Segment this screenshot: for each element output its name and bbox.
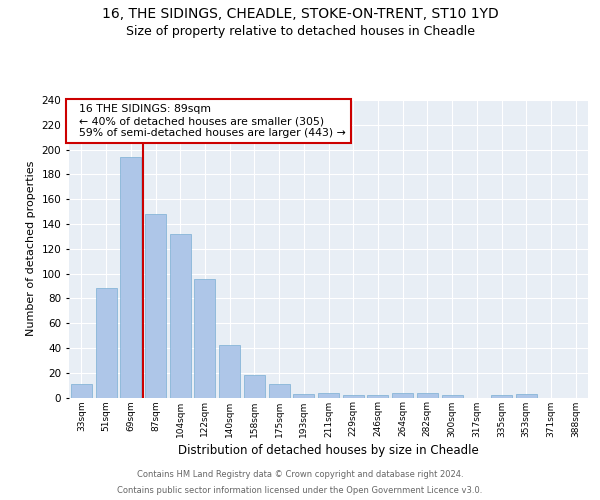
Bar	[417, 392, 438, 398]
X-axis label: Distribution of detached houses by size in Cheadle: Distribution of detached houses by size …	[178, 444, 479, 456]
Bar	[244, 375, 265, 398]
Bar	[491, 395, 512, 398]
Text: Contains public sector information licensed under the Open Government Licence v3: Contains public sector information licen…	[118, 486, 482, 495]
Bar	[219, 346, 240, 398]
Bar	[170, 234, 191, 398]
Bar	[343, 395, 364, 398]
Text: Contains HM Land Registry data © Crown copyright and database right 2024.: Contains HM Land Registry data © Crown c…	[137, 470, 463, 479]
Bar	[71, 384, 92, 398]
Bar	[516, 394, 537, 398]
Bar	[367, 395, 388, 398]
Bar	[120, 157, 141, 398]
Bar	[442, 395, 463, 398]
Bar	[318, 392, 339, 398]
Bar	[145, 214, 166, 398]
Text: Size of property relative to detached houses in Cheadle: Size of property relative to detached ho…	[125, 25, 475, 38]
Text: 16 THE SIDINGS: 89sqm
  ← 40% of detached houses are smaller (305)
  59% of semi: 16 THE SIDINGS: 89sqm ← 40% of detached …	[71, 104, 346, 138]
Text: 16, THE SIDINGS, CHEADLE, STOKE-ON-TRENT, ST10 1YD: 16, THE SIDINGS, CHEADLE, STOKE-ON-TRENT…	[101, 8, 499, 22]
Bar	[95, 288, 116, 398]
Bar	[194, 278, 215, 398]
Y-axis label: Number of detached properties: Number of detached properties	[26, 161, 36, 336]
Bar	[293, 394, 314, 398]
Bar	[269, 384, 290, 398]
Bar	[392, 392, 413, 398]
